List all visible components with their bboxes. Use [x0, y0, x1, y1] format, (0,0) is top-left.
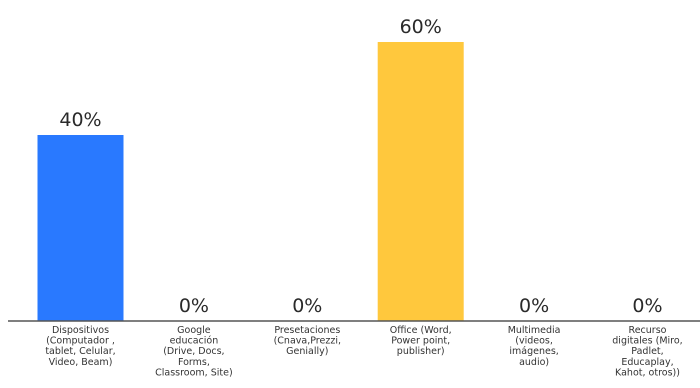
category-labels-layer: Dispositivos (Computador , tablet, Celular…: [45, 325, 682, 378]
category-label-0-line-1: (Computador ,: [46, 336, 115, 347]
category-label-5-line-4: Kahot, otros)): [615, 367, 680, 378]
bar-0: [37, 135, 124, 321]
value-label-2: 0%: [292, 295, 322, 317]
category-label-3-line-2: publisher): [397, 346, 445, 357]
bar-3: [377, 42, 464, 321]
value-labels-layer: 40% 0% 0% 60% 0% 0%: [59, 16, 662, 317]
category-label-2-line-1: (Cnava,Prezzi,: [274, 336, 341, 347]
category-label-4: Multimedia (videos, imágenes, audio): [508, 325, 561, 368]
category-label-2-line-2: Genially): [286, 346, 328, 357]
category-label-5-line-3: Educaplay,: [621, 357, 673, 368]
category-label-1-line-2: (Drive, Docs,: [163, 346, 224, 357]
category-label-1-line-1: educación: [170, 336, 219, 347]
category-label-5-line-1: digitales (Miro,: [612, 336, 682, 347]
value-label-4: 0%: [519, 295, 549, 317]
category-label-1-line-4: Classroom, Site): [155, 367, 233, 378]
category-label-4-line-2: imágenes,: [509, 346, 558, 357]
category-label-4-line-1: (videos,: [515, 336, 553, 347]
value-label-5: 0%: [632, 295, 662, 317]
category-label-3-line-1: Power point,: [391, 336, 450, 347]
bars-layer: [37, 42, 464, 321]
value-label-3: 60%: [400, 16, 442, 38]
category-label-0-line-3: Video, Beam): [49, 357, 113, 368]
category-label-2: Presetaciones (Cnava,Prezzi, Genially): [274, 325, 341, 357]
category-label-3: Office (Word, Power point, publisher): [390, 325, 452, 357]
category-label-5-line-0: Recurso: [629, 325, 667, 336]
category-label-5-line-2: Padlet,: [631, 346, 663, 357]
value-label-1: 0%: [179, 295, 209, 317]
category-label-0: Dispositivos (Computador , tablet, Celular…: [45, 325, 115, 368]
category-label-3-line-0: Office (Word,: [390, 325, 452, 336]
category-label-4-line-3: audio): [519, 357, 549, 368]
category-label-0-line-0: Dispositivos: [52, 325, 109, 336]
category-label-1: Google educación (Drive, Docs, Forms, Classr…: [155, 325, 233, 378]
value-label-0: 40%: [59, 109, 101, 131]
category-label-0-line-2: tablet, Celular,: [45, 346, 115, 357]
category-label-5: Recurso digitales (Miro, Padlet, Educaplay,…: [612, 325, 682, 378]
category-label-4-line-0: Multimedia: [508, 325, 561, 336]
category-label-1-line-3: Forms,: [178, 357, 210, 368]
category-label-2-line-0: Presetaciones: [274, 325, 340, 336]
category-label-1-line-0: Google: [177, 325, 211, 336]
